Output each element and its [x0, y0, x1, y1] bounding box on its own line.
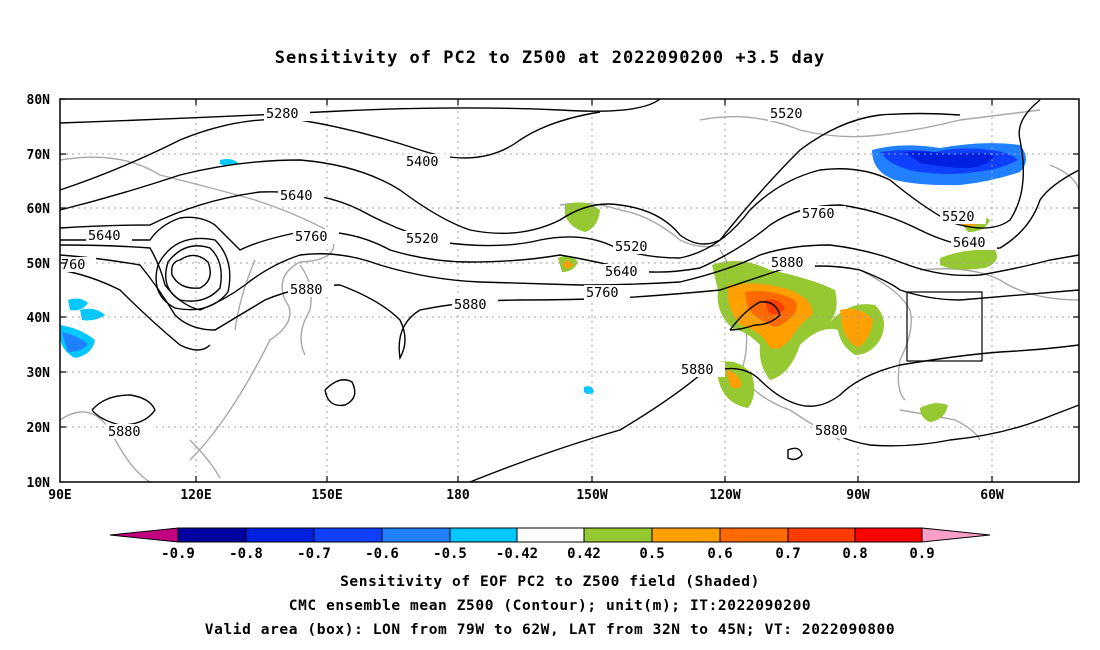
contour-label: 5520: [615, 239, 648, 255]
colorbar-label: 0.8: [842, 546, 867, 562]
colorbar-cell: [583, 527, 653, 543]
caption-shading: Sensitivity of EOF PC2 to Z500 field (Sh…: [340, 574, 760, 590]
lon-label: 120E: [180, 488, 211, 503]
colorbar-label: -0.42: [496, 546, 538, 562]
contour-label: 5880: [815, 423, 848, 439]
lat-label: 30N: [27, 366, 51, 381]
colorbar-cell: [719, 527, 789, 543]
map-title: Sensitivity of PC2 to Z500 at 2022090200…: [274, 48, 826, 68]
contour-label: 5520: [770, 106, 803, 122]
contour-label: 5640: [605, 264, 638, 280]
colorbar-labels: -0.9 -0.8 -0.7 -0.6 -0.5 -0.42 0.42 0.5 …: [161, 546, 935, 562]
colorbar-cell: [313, 527, 383, 543]
contour-label: 5880: [681, 362, 714, 378]
contour-label: 5520: [942, 209, 975, 225]
coastlines: [59, 109, 1080, 483]
colorbar-cell: [449, 527, 518, 543]
contour-label: 5640: [280, 188, 313, 204]
colorbar-cell: [177, 527, 247, 543]
lon-label: 180: [446, 488, 470, 503]
colorbar-label: 0.42: [567, 546, 601, 562]
lon-label: 150W: [576, 488, 607, 503]
colorbar-label: 0.7: [775, 546, 800, 562]
lon-label: 120W: [709, 488, 740, 503]
colorbar-label: -0.9: [161, 546, 195, 562]
colorbar: [109, 527, 991, 543]
colorbar-cell: [651, 527, 721, 543]
contour-label: 5760: [802, 206, 835, 222]
colorbar-cell: [921, 527, 991, 543]
z500-contours: [59, 98, 1080, 483]
colorbar-label: 0.6: [707, 546, 732, 562]
caption-valid-area: Valid area (box): LON from 79W to 62W, L…: [204, 622, 896, 638]
graticule: [60, 99, 1079, 482]
contour-label: 760: [61, 257, 85, 273]
contour-label: 5880: [108, 424, 141, 440]
sensitivity-shading: [60, 143, 1026, 422]
lat-label: 70N: [27, 148, 51, 163]
colorbar-label: -0.7: [297, 546, 331, 562]
colorbar-label: -0.5: [433, 546, 467, 562]
contour-label: 5280: [266, 106, 299, 122]
contour-label: 5880: [771, 255, 804, 271]
contour-label: 5640: [953, 235, 986, 251]
colorbar-cell: [854, 527, 923, 543]
contour-label: 5520: [406, 231, 439, 247]
contour-label: 5760: [295, 229, 328, 245]
lat-label: 40N: [27, 311, 51, 326]
colorbar-cell: [381, 527, 451, 543]
lon-labels: 90E 120E 150E 180 150W 120W 90W 60W: [48, 488, 1004, 503]
contour-label-group: 5280 5400 5520 5520 5520 5520 5640 5640 …: [60, 106, 997, 440]
colorbar-cell: [787, 527, 856, 543]
colorbar-label: -0.8: [229, 546, 263, 562]
contour-label: 5880: [290, 282, 323, 298]
lat-label: 20N: [27, 421, 51, 436]
lat-label: 80N: [27, 93, 51, 108]
colorbar-label: 0.9: [909, 546, 934, 562]
lat-label: 60N: [27, 202, 51, 217]
lat-labels: 80N 70N 60N 50N 40N 30N 20N 10N: [27, 93, 51, 491]
lat-label: 50N: [27, 257, 51, 272]
contour-label: 5400: [406, 154, 439, 170]
lon-label: 150E: [311, 488, 342, 503]
lon-label: 60W: [980, 488, 1004, 503]
lon-label: 90E: [48, 488, 71, 503]
colorbar-cell: [516, 527, 585, 543]
colorbar-cell: [245, 527, 315, 543]
plot-frame: [59, 98, 1080, 483]
lon-label: 90W: [846, 488, 870, 503]
lat-label: 10N: [27, 476, 51, 491]
contour-label: 5640: [88, 228, 121, 244]
contour-label: 5760: [586, 285, 619, 301]
ticks: [60, 98, 1079, 482]
contour-label: 5880: [454, 297, 487, 313]
valid-area-box: [906, 291, 983, 362]
colorbar-cell: [109, 527, 179, 543]
colorbar-label: -0.6: [365, 546, 399, 562]
caption-contour: CMC ensemble mean Z500 (Contour); unit(m…: [288, 598, 812, 614]
colorbar-label: 0.5: [639, 546, 664, 562]
